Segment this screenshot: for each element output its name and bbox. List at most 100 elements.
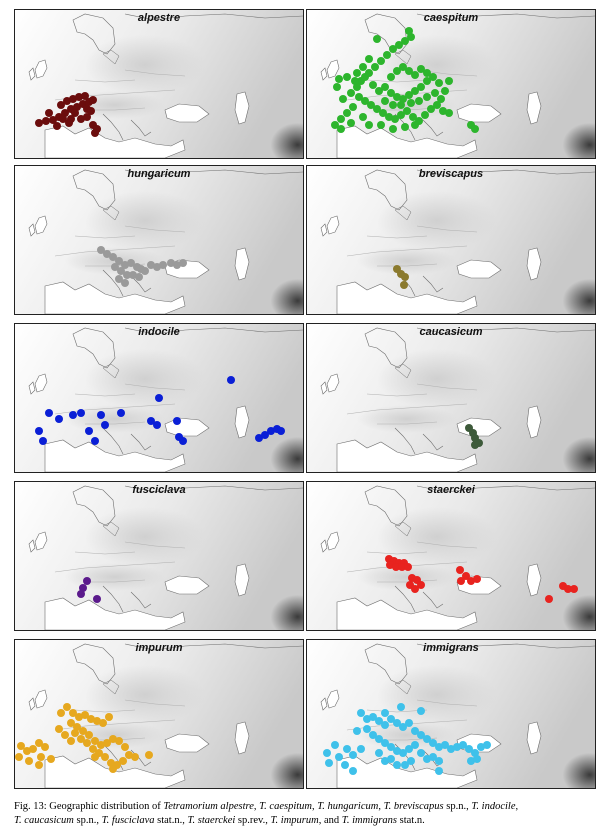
panel-title: fusciclava [132,484,186,496]
occurrence-point [351,77,359,85]
occurrence-point [77,590,85,598]
map-panel-staerckei: staerckei [306,481,596,631]
occurrence-point [131,753,139,761]
occurrence-point [457,577,465,585]
occurrence-point [357,709,365,717]
occurrence-point [389,125,397,133]
occurrence-point [85,427,93,435]
occurrence-point [400,281,408,289]
occurrence-point [109,765,117,773]
occurrence-point [357,745,365,753]
occurrence-point [17,742,25,750]
occurrence-point [145,751,153,759]
occurrence-point [353,69,361,77]
caption-species: Tetramorium alpestre [163,801,254,812]
occurrence-point [71,109,79,117]
map-panel-caucasicum: caucasicum [306,323,596,473]
occurrence-point [331,121,339,129]
occurrence-point [399,723,407,731]
occurrence-point [89,745,97,753]
occurrence-point [89,96,97,104]
occurrence-point [227,376,235,384]
occurrence-point [97,246,105,254]
occurrence-point [29,745,37,753]
occurrence-point [437,95,445,103]
caption-text: Fig. 13: Geographic distribution of [14,801,164,812]
occurrence-point [397,703,405,711]
occurrence-point [141,267,149,275]
occurrence-point [42,117,50,125]
occurrence-point [155,394,163,402]
occurrence-point [392,563,400,571]
occurrence-point [109,253,117,261]
occurrence-point [339,95,347,103]
occurrence-points [465,424,483,449]
occurrence-point [93,595,101,603]
occurrence-point [423,735,431,743]
caption-species: T. hungaricum [317,801,379,812]
occurrence-point [375,735,383,743]
basemap [15,482,303,630]
occurrence-point [375,87,383,95]
occurrence-point [381,83,389,91]
occurrence-point [83,739,91,747]
caption-text: sp.rev., [235,815,271,826]
distribution-map [15,482,303,630]
occurrence-point [71,729,79,737]
basemap [307,324,595,472]
occurrence-point [465,745,473,753]
basemap [307,166,595,314]
occurrence-points [331,27,479,133]
panel-title: alpestre [137,12,181,24]
occurrence-point [337,115,345,123]
occurrence-point [462,572,470,580]
occurrence-point [369,731,377,739]
occurrence-point [115,737,123,745]
occurrence-point [343,745,351,753]
occurrence-point [564,585,572,593]
map-panel-impurum: impurum [14,639,304,789]
occurrence-point [427,105,435,113]
occurrence-point [343,109,351,117]
occurrence-point [349,751,357,759]
occurrence-point [25,757,33,765]
caption-species: T. impurum [270,815,319,826]
occurrence-point [53,122,61,130]
occurrence-point [398,563,406,571]
occurrence-point [331,741,339,749]
occurrence-point [77,735,85,743]
occurrence-point [121,279,129,287]
caption-text: sp.n., [443,801,472,812]
occurrence-point [35,761,43,769]
occurrence-point [341,761,349,769]
occurrence-point [79,727,87,735]
occurrence-point [335,75,343,83]
occurrence-point [393,719,401,727]
occurrence-point [55,415,63,423]
caption-text: stat.n. [397,815,425,826]
occurrence-point [471,441,479,449]
occurrence-point [435,767,443,775]
occurrence-point [47,755,55,763]
occurrence-point [401,761,409,769]
occurrence-point [135,273,143,281]
figure-caption: Fig. 13: Geographic distribution of Tetr… [14,800,594,828]
occurrence-point [83,113,91,121]
occurrence-point [401,123,409,131]
occurrence-point [119,757,127,765]
occurrence-point [83,577,91,585]
occurrence-point [387,73,395,81]
occurrence-point [101,753,109,761]
occurrence-point [375,749,383,757]
map-panel-alpestre: alpestre [14,9,304,159]
occurrence-point [337,125,345,133]
occurrence-point [423,77,431,85]
map-panel-indocile: indocile [14,323,304,473]
occurrence-point [417,707,425,715]
occurrence-points [35,376,285,445]
occurrence-point [483,741,491,749]
occurrence-point [121,743,129,751]
occurrence-point [55,725,63,733]
distribution-map [15,166,303,314]
occurrence-point [409,113,417,121]
